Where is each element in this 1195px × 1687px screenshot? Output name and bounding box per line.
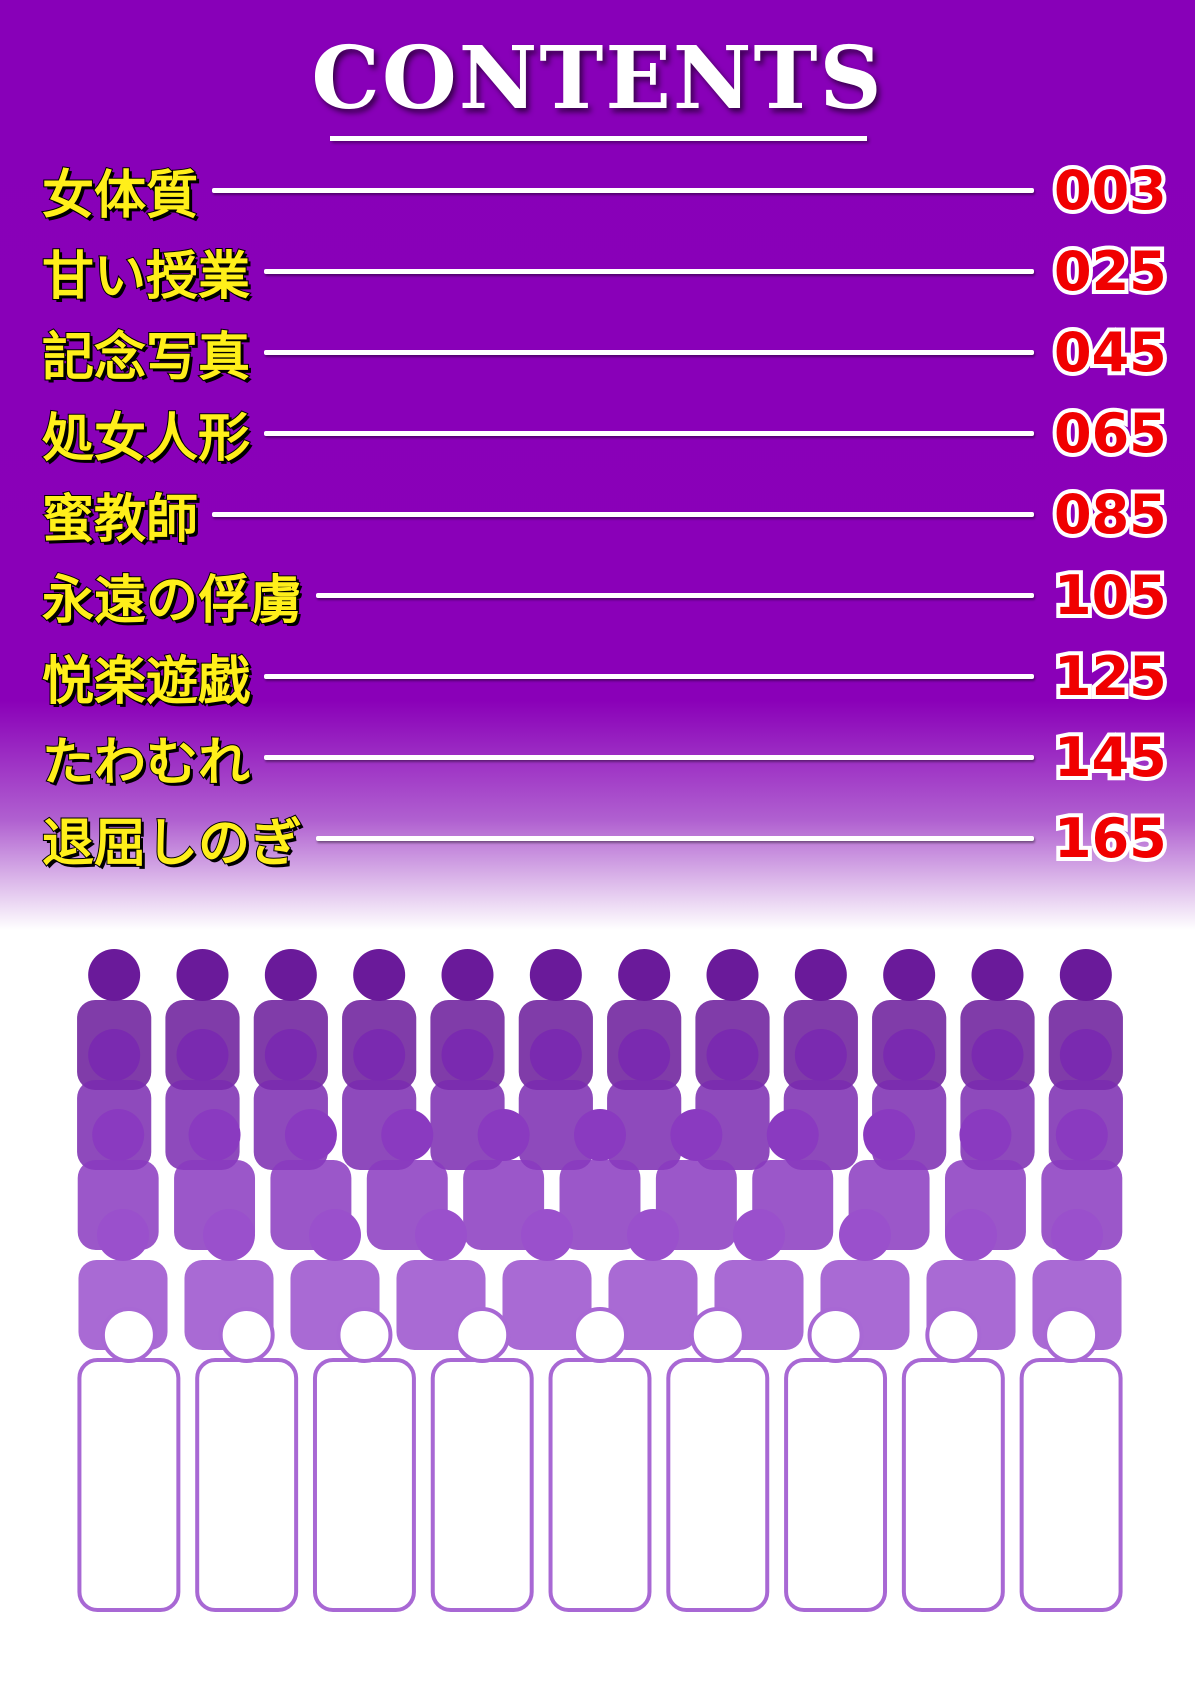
- toc-entry[interactable]: 悦楽遊戯 125: [41, 636, 1171, 716]
- toc-entry[interactable]: 処女人形 065: [41, 393, 1171, 473]
- leader-line: [264, 349, 1034, 355]
- page-number: 165: [1050, 803, 1171, 874]
- chapter-title: 記念写真: [41, 326, 251, 389]
- leader-line: [212, 187, 1034, 193]
- figure-silhouette: [901, 1307, 1005, 1612]
- page-number: 025: [1050, 236, 1171, 307]
- page-number: 125: [1050, 641, 1171, 712]
- toc-entry[interactable]: 記念写真 045: [41, 312, 1171, 392]
- figure-silhouette: [312, 1307, 416, 1612]
- page-number: 065: [1050, 398, 1171, 469]
- leader-line: [316, 592, 1034, 598]
- figure-silhouette: [518, 1029, 593, 1170]
- toc-entry[interactable]: 女体質 003: [41, 150, 1171, 230]
- leader-line: [264, 430, 1034, 436]
- chapter-title: 甘い授業: [41, 245, 251, 308]
- figure-silhouette: [666, 1307, 770, 1612]
- figure-silhouette: [1019, 1307, 1123, 1612]
- figure-silhouette: [195, 1307, 299, 1612]
- leader-line: [316, 835, 1034, 841]
- purple-header-background: [0, 0, 1195, 940]
- chapter-title: 蜜教師: [41, 488, 199, 551]
- figure-silhouette: [559, 1109, 641, 1250]
- figure-silhouette: [784, 1307, 888, 1612]
- leader-line: [264, 754, 1034, 760]
- page-number: 145: [1050, 722, 1171, 793]
- toc-entry[interactable]: 甘い授業 025: [41, 231, 1171, 311]
- chapter-title: 永遠の俘虜: [41, 569, 303, 632]
- leader-line: [264, 268, 1034, 274]
- page-number: 085: [1050, 479, 1171, 550]
- figure-silhouette: [430, 1307, 534, 1612]
- toc-entry[interactable]: 退屈しのぎ 165: [41, 798, 1171, 878]
- page-number: 003: [1050, 155, 1171, 226]
- chapter-title: 女体質: [41, 164, 199, 227]
- chapter-title: 悦楽遊戯: [41, 650, 251, 713]
- figure-silhouette: [548, 1307, 652, 1612]
- figure-silhouette: [608, 1209, 698, 1350]
- figure-silhouette: [607, 1029, 682, 1170]
- chapter-title: 処女人形: [41, 407, 251, 470]
- cover-illustration: [77, 949, 1123, 1612]
- title-underline: [330, 136, 867, 141]
- chapter-title: 退屈しのぎ: [41, 812, 303, 875]
- toc-entry[interactable]: 蜜教師 085: [41, 474, 1171, 554]
- leader-line: [264, 673, 1034, 679]
- page-title: CONTENTS: [311, 28, 884, 129]
- figure-silhouette: [77, 1307, 181, 1612]
- toc-entry[interactable]: たわむれ 145: [41, 717, 1171, 797]
- page-number: 105: [1050, 560, 1171, 631]
- leader-line: [212, 511, 1034, 517]
- page-number: 045: [1050, 317, 1171, 388]
- chapter-title: たわむれ: [41, 731, 251, 794]
- figure-silhouette: [502, 1209, 592, 1350]
- toc-entry[interactable]: 永遠の俘虜 105: [41, 555, 1171, 635]
